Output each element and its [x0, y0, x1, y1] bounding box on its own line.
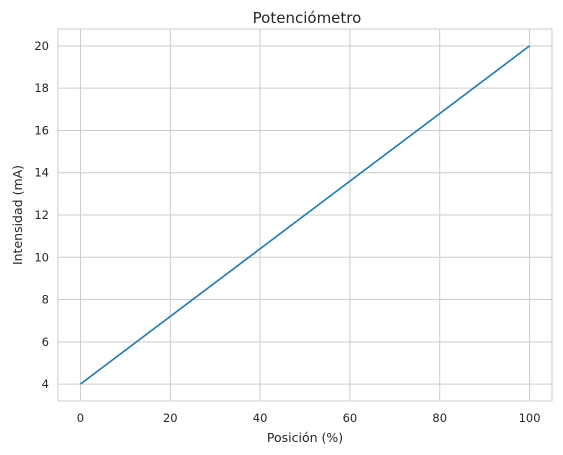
x-tick-label: 0	[77, 411, 84, 425]
y-tick-label: 4	[42, 377, 49, 391]
series-line	[79, 45, 531, 385]
chart-title: Potenciómetro	[253, 9, 362, 27]
x-axis-ticks: 0 20 40 60 80 100	[77, 411, 541, 425]
x-tick-label: 100	[519, 411, 541, 425]
y-tick-label: 18	[34, 81, 49, 95]
grid	[58, 29, 552, 401]
y-axis-label: Intensidad (mA)	[10, 165, 25, 265]
x-tick-label: 60	[343, 411, 358, 425]
y-tick-label: 14	[34, 166, 49, 180]
y-tick-label: 6	[42, 335, 49, 349]
series	[79, 45, 531, 385]
y-tick-label: 12	[34, 208, 49, 222]
y-axis-ticks: 4 6 8 10 12 14 16 18 20	[34, 39, 49, 391]
y-tick-label: 10	[34, 250, 49, 264]
y-tick-label: 16	[34, 123, 49, 137]
x-tick-label: 20	[163, 411, 178, 425]
y-tick-label: 8	[42, 293, 49, 307]
x-tick-label: 80	[432, 411, 447, 425]
plot-frame	[57, 28, 553, 402]
x-axis-label: Posición (%)	[267, 430, 343, 445]
x-tick-label: 40	[253, 411, 268, 425]
y-tick-label: 20	[34, 39, 49, 53]
